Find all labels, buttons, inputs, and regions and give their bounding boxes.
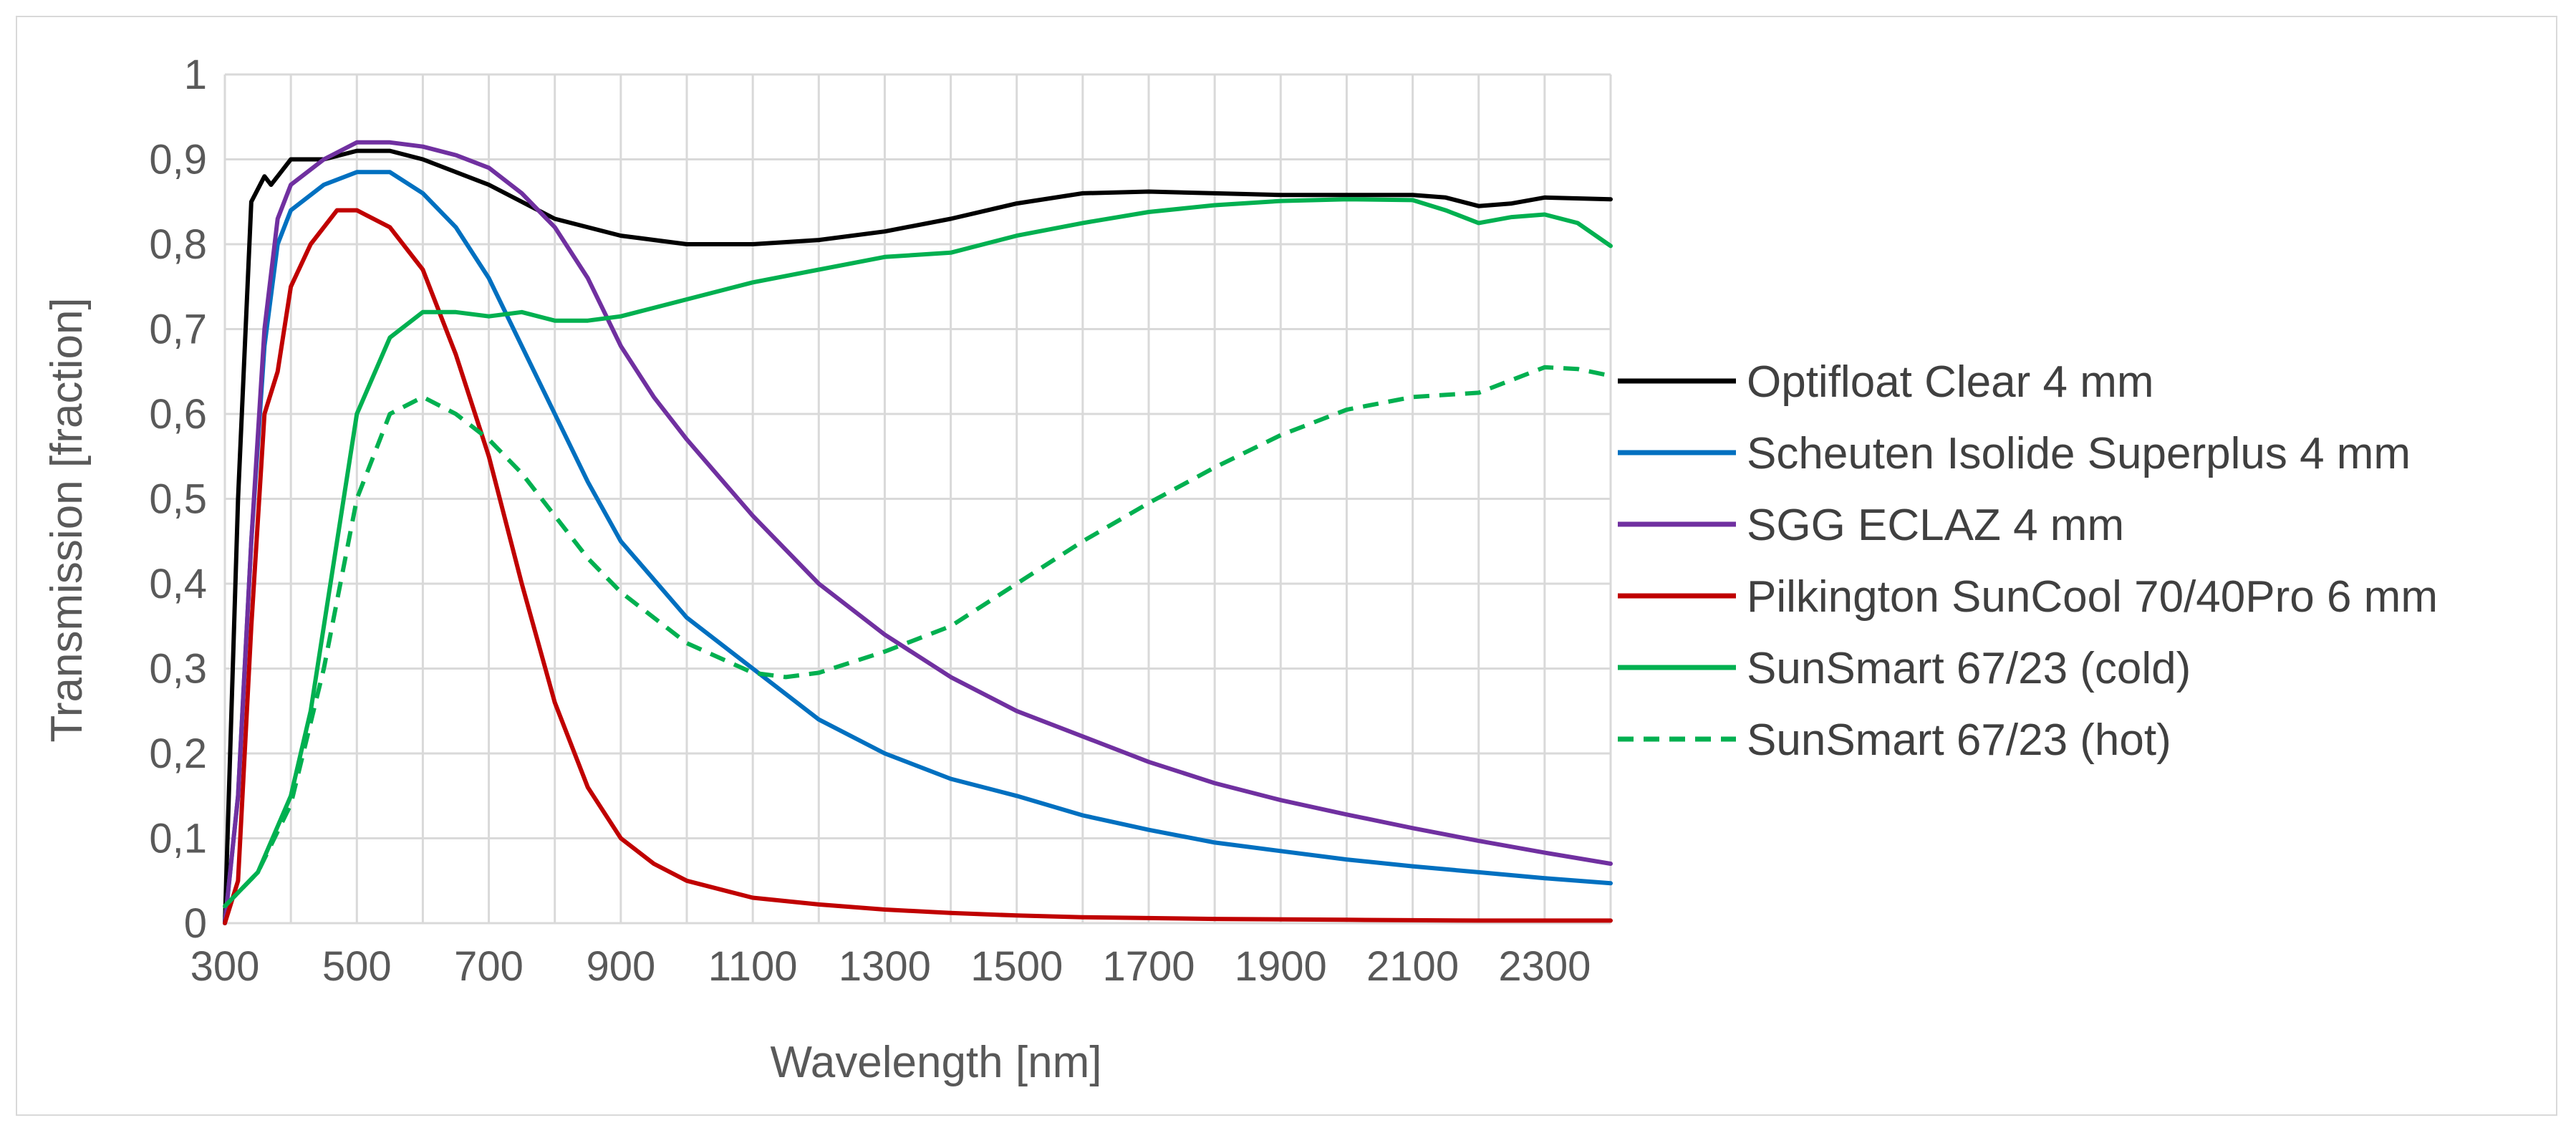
line-chart: 300 500 700 900 1100 1300 1500 1700 1900 2100 2300… <box>42 52 2438 1087</box>
y-tick-label: 0,2 <box>149 731 207 777</box>
y-tick-label: 0,1 <box>149 816 207 862</box>
x-tick-label: 500 <box>322 943 392 990</box>
legend-label: SGG ECLAZ 4 mm <box>1747 501 2124 550</box>
y-tick-label: 0,3 <box>149 646 207 693</box>
y-tick-label: 0 <box>184 900 207 947</box>
x-tick-label: 700 <box>454 943 524 990</box>
y-axis-title: Transmission [fraction] <box>42 297 92 742</box>
legend-label: Scheuten Isolide Superplus 4 mm <box>1747 429 2411 478</box>
y-axis-ticks: 0 0,1 0,2 0,3 0,4 0,5 0,6 0,7 0,8 0,9 1 <box>149 52 207 947</box>
series-line-2 <box>223 170 1613 925</box>
x-tick-label: 1100 <box>708 943 798 990</box>
y-tick-label: 1 <box>184 52 207 98</box>
y-tick-label: 0,6 <box>149 391 207 438</box>
legend-label: Optifloat Clear 4 mm <box>1747 357 2154 407</box>
x-tick-label: 1900 <box>1235 943 1327 990</box>
x-tick-label: 900 <box>586 943 655 990</box>
x-axis-ticks: 300 500 700 900 1100 1300 1500 1700 1900 2100 2300 <box>190 943 1591 990</box>
x-tick-label: 2300 <box>1498 943 1591 990</box>
series-line-6 <box>223 365 1611 908</box>
x-tick-label: 1700 <box>1102 943 1195 990</box>
y-tick-label: 0,7 <box>149 307 207 353</box>
y-tick-label: 0,5 <box>149 476 207 523</box>
series-line-4 <box>223 208 1613 925</box>
series-line-1 <box>223 148 1613 925</box>
x-axis-title: Wavelength [nm] <box>771 1038 1102 1087</box>
y-tick-label: 0,4 <box>149 561 207 607</box>
legend-label: SunSmart 67/23 (hot) <box>1747 715 2171 765</box>
legend: Optifloat Clear 4 mm Scheuten Isolide Sup… <box>1618 357 2438 765</box>
x-tick-label: 1500 <box>970 943 1063 990</box>
series-line-5 <box>223 197 1613 909</box>
series-lines <box>223 140 1613 925</box>
legend-label: Pilkington SunCool 70/40Pro 6 mm <box>1747 572 2438 622</box>
grid-lines <box>223 73 1612 925</box>
legend-label: SunSmart 67/23 (cold) <box>1747 644 2191 693</box>
x-tick-label: 1300 <box>839 943 931 990</box>
x-tick-label: 300 <box>190 943 260 990</box>
series-line-3 <box>223 140 1613 925</box>
y-tick-label: 0,8 <box>149 221 207 268</box>
y-tick-label: 0,9 <box>149 137 207 183</box>
chart-frame: 300 500 700 900 1100 1300 1500 1700 1900 2100 2300… <box>16 16 2557 1116</box>
x-tick-label: 2100 <box>1366 943 1459 990</box>
